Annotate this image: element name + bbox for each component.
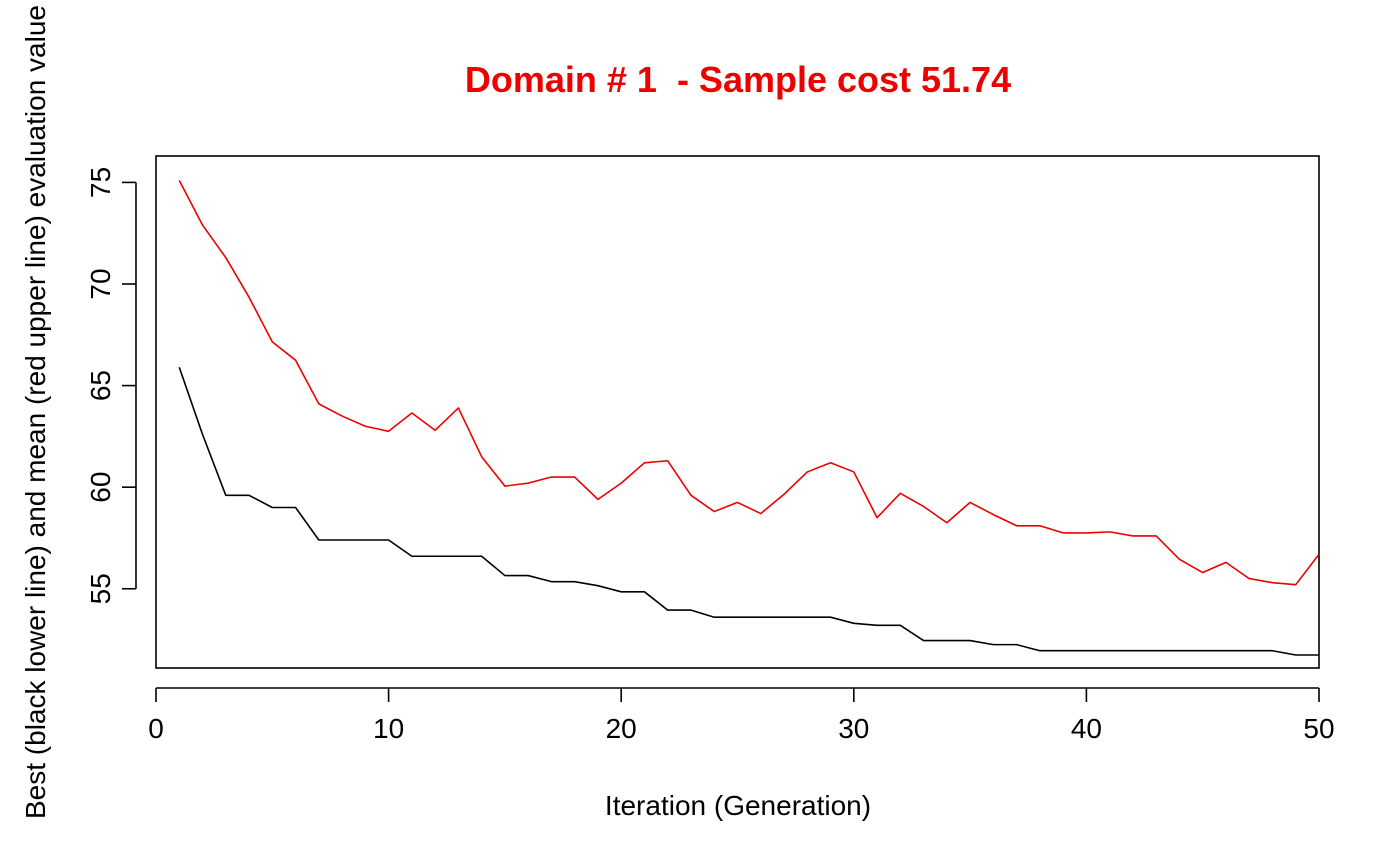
x-tick-label: 50 — [1303, 713, 1334, 744]
x-tick-label: 40 — [1071, 713, 1102, 744]
y-tick-label: 65 — [85, 370, 116, 401]
plot-frame — [155, 155, 1320, 669]
mean-series-line — [178, 180, 1320, 586]
y-tick-label: 70 — [85, 268, 116, 299]
y-axis: 55 60 65 70 75 — [85, 167, 137, 604]
chart-title: Domain # 1 - Sample cost 51.74 — [465, 59, 1011, 100]
x-tick-label: 30 — [838, 713, 869, 744]
y-axis-label: Best (black lower line) and mean (red up… — [20, 5, 51, 819]
x-tick-label: 0 — [148, 713, 164, 744]
x-axis: 0 10 20 30 40 50 — [148, 687, 1335, 744]
best-series-line — [178, 367, 1319, 656]
series-layer — [178, 180, 1320, 656]
x-tick-label: 10 — [373, 713, 404, 744]
y-tick-label: 75 — [85, 167, 116, 198]
x-tick-label: 20 — [606, 713, 637, 744]
x-axis-label: Iteration (Generation) — [605, 790, 871, 821]
y-tick-label: 60 — [85, 472, 116, 503]
y-tick-label: 55 — [85, 573, 116, 604]
